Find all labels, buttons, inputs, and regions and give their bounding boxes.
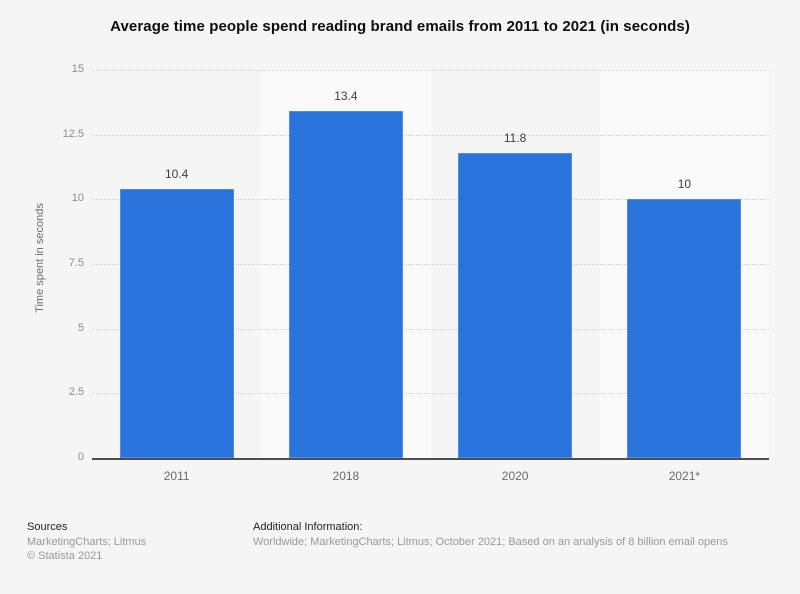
additional-info-label: Additional Information: bbox=[253, 521, 363, 533]
footer-additional-info: Additional Information: Worldwide; Marke… bbox=[253, 520, 728, 549]
plot-area: 10.4 13.4 11.8 10 bbox=[92, 70, 769, 460]
gridline bbox=[92, 199, 769, 201]
bar-value-label: 10 bbox=[677, 177, 692, 192]
bar bbox=[627, 199, 742, 458]
y-axis-tick-labels: 0 2.5 5 7.5 10 12.5 15 bbox=[0, 63, 84, 463]
bar bbox=[458, 152, 573, 458]
bar-value-label: 13.4 bbox=[334, 89, 358, 104]
x-axis-label: 2011 bbox=[163, 469, 190, 483]
chart-title: Average time people spend reading brand … bbox=[110, 18, 690, 35]
bar-value-label: 10.4 bbox=[164, 167, 189, 181]
x-axis-label: 2020 bbox=[501, 469, 529, 483]
bar bbox=[288, 111, 403, 458]
gridline bbox=[92, 70, 769, 71]
copyright-text: © Statista 2021 bbox=[27, 550, 103, 562]
y-tick-label: 12.5 bbox=[62, 127, 84, 140]
x-axis-labels: 2011 2018 2020 2021* bbox=[92, 469, 769, 485]
sources-text: MarketingCharts; Litmus bbox=[27, 536, 147, 548]
x-axis-label: 2021* bbox=[668, 469, 701, 483]
y-tick-label: 10 bbox=[71, 192, 84, 205]
y-tick-label: 2.5 bbox=[68, 386, 84, 399]
additional-info-text: Worldwide; MarketingCharts; Litmus; Octo… bbox=[253, 536, 728, 548]
gridline bbox=[92, 264, 769, 265]
gridline bbox=[92, 134, 769, 136]
bar bbox=[119, 189, 234, 458]
y-tick-label: 7.5 bbox=[68, 257, 84, 269]
footer-sources: Sources MarketingCharts; Litmus © Statis… bbox=[27, 520, 146, 563]
gridline bbox=[92, 393, 769, 395]
sources-label: Sources bbox=[27, 521, 68, 533]
y-tick-label: 5 bbox=[77, 321, 84, 334]
y-tick-label: 15 bbox=[71, 63, 84, 75]
y-tick-label: 0 bbox=[77, 451, 84, 463]
gridline bbox=[92, 328, 769, 330]
bar-value-label: 11.8 bbox=[503, 130, 527, 145]
x-axis-label: 2018 bbox=[332, 469, 360, 483]
